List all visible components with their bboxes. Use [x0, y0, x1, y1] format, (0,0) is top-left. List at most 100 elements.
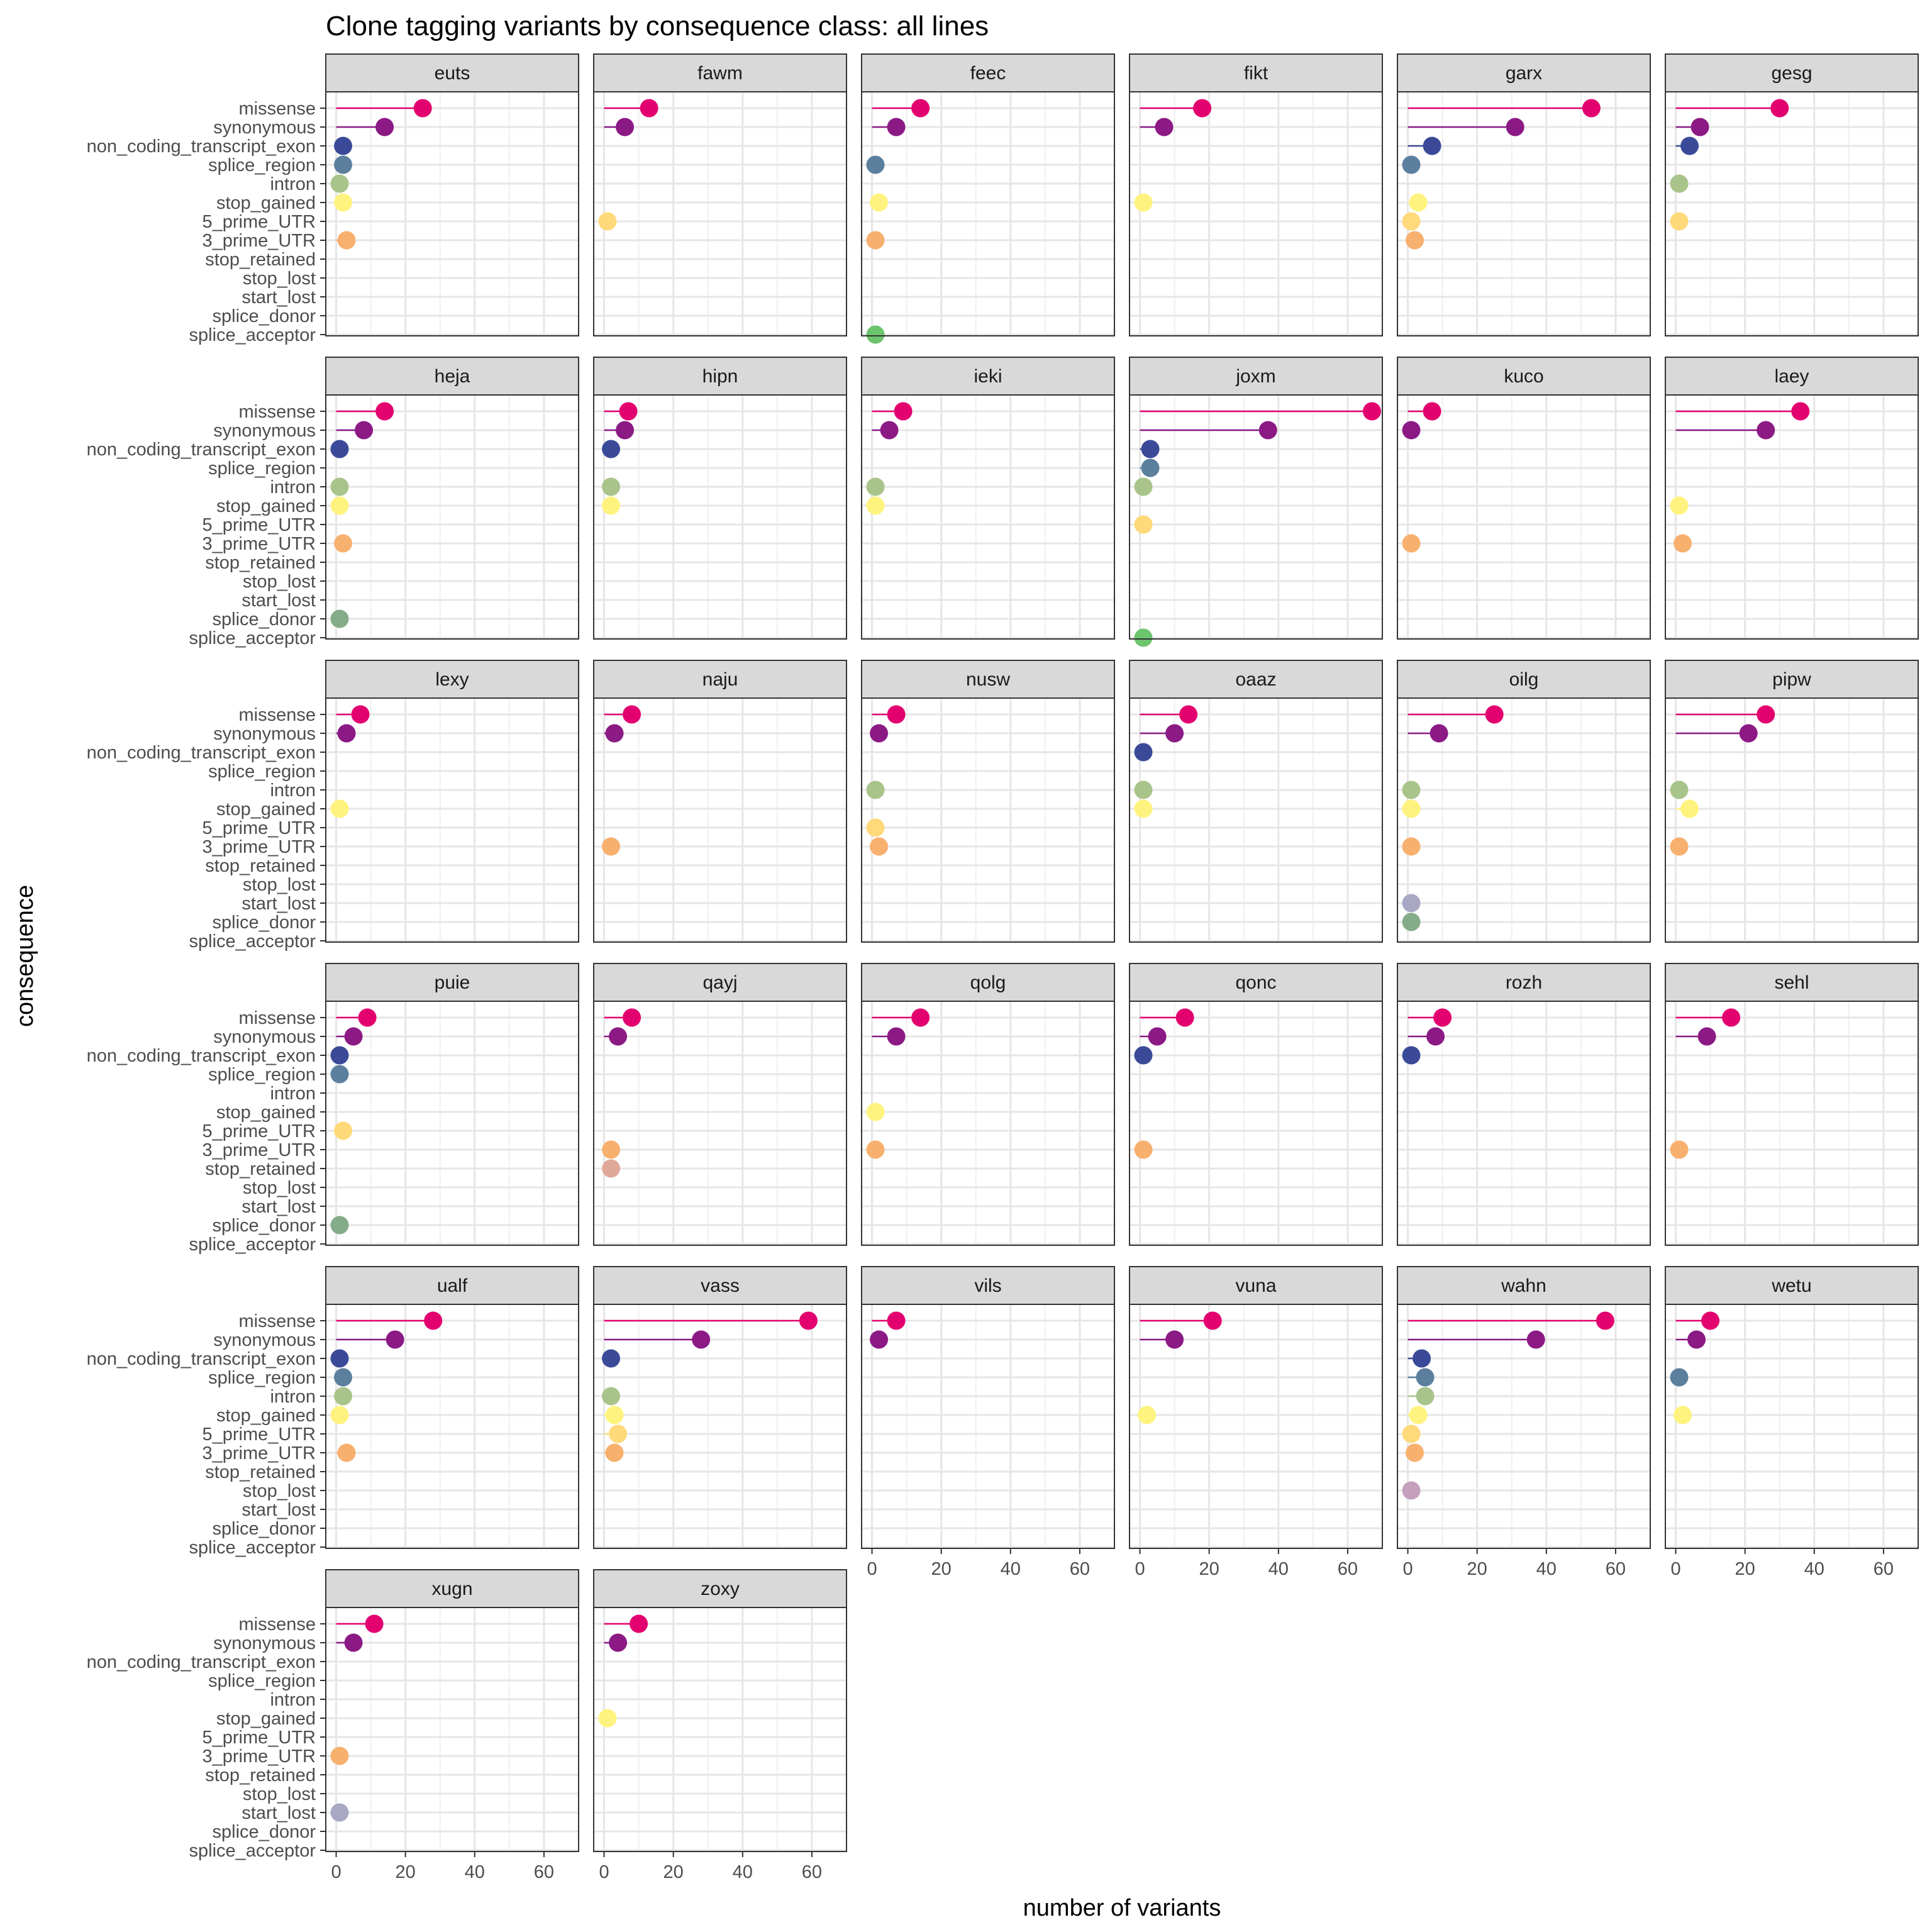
y-tick-label: start_lost: [242, 1197, 316, 1217]
panel-background: [326, 1304, 579, 1548]
y-tick-label: missense: [239, 99, 316, 119]
y-tick-label: stop_lost: [243, 1481, 316, 1501]
facet-panels: eutsmissensesynonymousnon_coding_transcr…: [87, 53, 1919, 1882]
point-xugn-3_prime_UTR: [330, 1746, 349, 1765]
x-tick-label: 20: [1467, 1559, 1487, 1579]
y-tick-label: splice_acceptor: [189, 1235, 316, 1255]
y-tick-label: stop_lost: [243, 875, 316, 895]
facet-panel-vass: vass: [593, 1266, 847, 1549]
facet-panel-qolg: qolg: [861, 963, 1115, 1246]
strip-label-puie: puie: [435, 972, 470, 993]
y-tick-label: splice_region: [208, 762, 316, 782]
strip-label-wetu: wetu: [1771, 1275, 1811, 1296]
facet-panel-xugn: xugn missensesynonymousnon_coding_transcr…: [87, 1569, 579, 1882]
point-sehl-missense: [1722, 1008, 1741, 1027]
y-tick-label: 5_prime_UTR: [203, 1424, 316, 1445]
point-vuna-stop_gained: [1138, 1406, 1157, 1424]
y-axis-label: consequence: [12, 885, 38, 1027]
facet-panel-feec: feec: [861, 53, 1115, 344]
y-tick-label: stop_gained: [216, 799, 316, 819]
strip-background: [325, 660, 579, 699]
x-tick-label: 60: [1606, 1559, 1626, 1579]
point-sehl-3_prime_UTR: [1670, 1140, 1689, 1159]
y-tick-label: intron: [270, 477, 316, 497]
panel-border: [1397, 394, 1651, 640]
strip-background: [593, 53, 847, 92]
facet-panel-gesg: gesg: [1665, 53, 1919, 336]
point-garx-3_prime_UTR: [1406, 231, 1424, 250]
panel-border: [1129, 394, 1383, 640]
point-pipw-3_prime_UTR: [1670, 837, 1689, 856]
point-garx-stop_gained: [1409, 193, 1428, 212]
facet-panel-fawm: fawm: [593, 53, 847, 336]
facet-panel-vuna: vuna 0 20 40 60: [1129, 1266, 1383, 1579]
y-tick-label: stop_lost: [243, 269, 316, 289]
point-puie-non_coding_transcript_exon: [330, 1046, 349, 1065]
panel-background: [594, 92, 847, 336]
y-tick-label: 3_prime_UTR: [203, 534, 316, 554]
facet-panel-joxm: joxm: [1129, 357, 1383, 647]
point-puie-splice_donor: [330, 1216, 349, 1235]
strip-label-nusw: nusw: [966, 669, 1010, 690]
strip-background: [1665, 963, 1919, 1002]
point-joxm-synonymous: [1258, 421, 1277, 440]
point-euts-intron: [330, 174, 349, 193]
x-tick-label: 40: [1804, 1559, 1824, 1579]
strip-label-hipn: hipn: [702, 366, 738, 387]
strip-label-kuco: kuco: [1504, 366, 1543, 387]
y-tick-label: stop_gained: [216, 496, 316, 516]
y-tick-label: stop_retained: [205, 856, 316, 876]
panel-border: [1129, 1001, 1383, 1246]
y-tick-label: missense: [239, 705, 316, 725]
point-oilg-splice_donor: [1402, 913, 1421, 931]
strip-background: [1129, 53, 1383, 92]
point-euts-non_coding_transcript_exon: [334, 136, 353, 155]
strip-background: [1129, 660, 1383, 699]
point-vass-synonymous: [692, 1330, 711, 1349]
facet-panel-pipw: pipw: [1665, 660, 1919, 943]
point-oaaz-synonymous: [1165, 724, 1184, 743]
facet-panel-ualf: ualf missensesynonymousnon_coding_transcr…: [87, 1266, 579, 1558]
point-vils-synonymous: [870, 1330, 889, 1349]
strip-label-ieki: ieki: [974, 366, 1002, 387]
strip-label-gesg: gesg: [1771, 63, 1812, 84]
panel-border: [1129, 91, 1383, 336]
facet-panel-kuco: kuco: [1397, 357, 1651, 640]
strip-background: [1397, 53, 1651, 92]
y-tick-label: non_coding_transcript_exon: [87, 743, 316, 763]
panel-background: [594, 395, 847, 639]
y-tick-label: 3_prime_UTR: [203, 1746, 316, 1767]
point-feec-missense: [911, 99, 930, 118]
strip-label-sehl: sehl: [1774, 972, 1809, 993]
panel-background: [594, 698, 847, 942]
facet-panel-vils: vils 0 20 40 60: [861, 1266, 1115, 1579]
x-tick-label: 0: [599, 1862, 609, 1882]
strip-label-fikt: fikt: [1244, 63, 1269, 84]
strip-label-heja: heja: [435, 366, 470, 387]
point-oilg-missense: [1485, 705, 1504, 724]
strip-label-lexy: lexy: [435, 669, 469, 690]
point-lexy-stop_gained: [330, 799, 349, 818]
y-tick-label: non_coding_transcript_exon: [87, 1046, 316, 1066]
y-tick-label: stop_lost: [243, 572, 316, 592]
point-heja-synonymous: [355, 421, 374, 440]
panel-background: [862, 1001, 1114, 1245]
strip-background: [861, 660, 1115, 699]
x-tick-label: 0: [1670, 1559, 1680, 1579]
facet-panel-qayj: qayj: [593, 963, 847, 1246]
point-feec-stop_gained: [870, 193, 889, 212]
point-ualf-intron: [334, 1387, 353, 1406]
panel-border: [861, 1001, 1115, 1246]
y-tick-label: start_lost: [242, 591, 316, 611]
point-garx-non_coding_transcript_exon: [1423, 136, 1441, 155]
panel-border: [325, 1304, 579, 1549]
panel-background: [594, 1607, 847, 1852]
point-nusw-3_prime_UTR: [870, 837, 889, 856]
point-joxm-splice_region: [1141, 458, 1160, 477]
point-zoxy-missense: [630, 1614, 648, 1633]
strip-label-qayj: qayj: [702, 972, 737, 993]
y-tick-label: missense: [239, 1311, 316, 1331]
x-tick-label: 20: [1199, 1559, 1219, 1579]
x-tick-label: 60: [802, 1862, 822, 1882]
strip-background: [1665, 53, 1919, 92]
